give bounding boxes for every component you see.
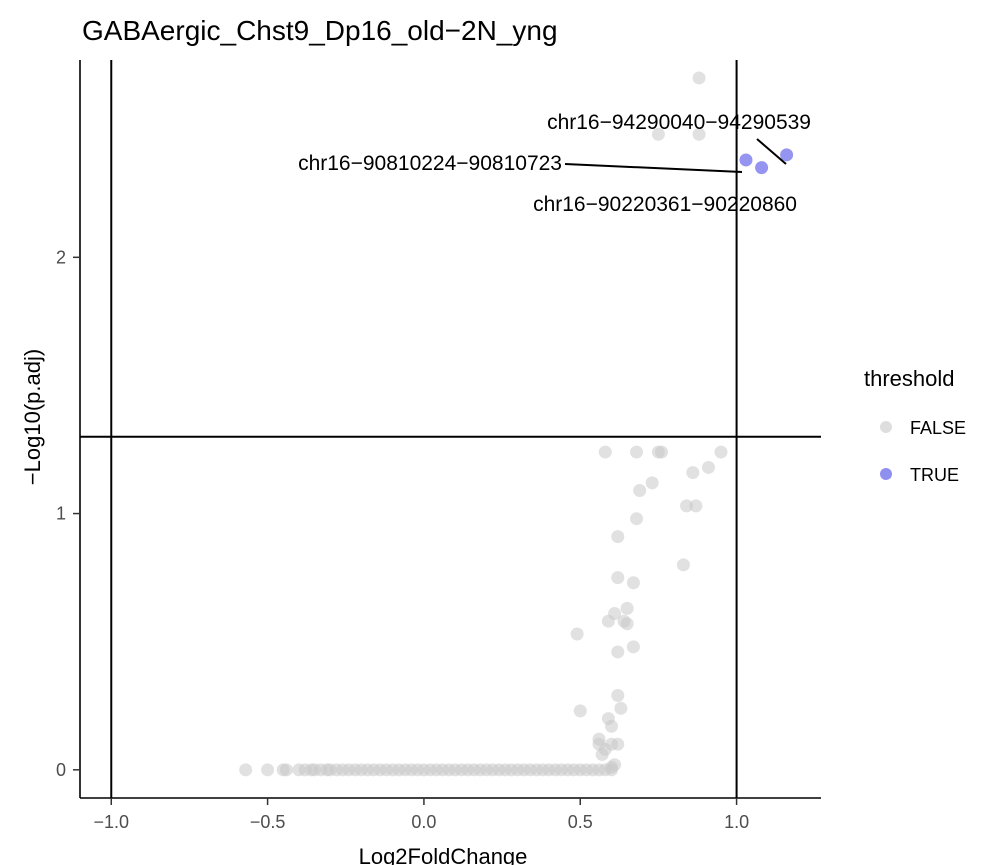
data-point-false — [611, 689, 625, 702]
data-point-false — [651, 127, 665, 141]
data-point-false — [605, 719, 619, 733]
data-point-false — [279, 763, 293, 777]
x-tick-label: 0.5 — [568, 812, 593, 832]
data-point-false — [680, 499, 694, 513]
data-point-false — [592, 732, 606, 746]
data-point-false — [630, 512, 644, 526]
data-point-false — [570, 627, 584, 641]
x-tick-label: −0.5 — [250, 812, 286, 832]
data-point-false — [611, 737, 625, 751]
data-point-false — [655, 445, 669, 459]
data-point-false — [692, 71, 706, 85]
y-axis-ticks: 0 1 2 — [56, 247, 80, 780]
data-point-false — [611, 571, 625, 585]
chart-title: GABAergic_Chst9_Dp16_old−2N_yng — [82, 15, 558, 46]
data-point-false — [611, 530, 625, 544]
annotation-layer: chr16−94290040−94290539 chr16−90810224−90… — [298, 111, 811, 216]
y-tick-label: 2 — [56, 247, 66, 267]
x-tick-label: −1.0 — [93, 812, 129, 832]
points-layer — [239, 71, 794, 777]
data-point-false — [614, 701, 628, 715]
data-point-false — [630, 445, 644, 459]
data-point-false — [608, 758, 622, 772]
data-point-false — [633, 484, 647, 497]
data-point-false — [714, 445, 728, 459]
data-point-false — [689, 499, 703, 513]
data-point-false — [608, 607, 622, 620]
legend-title: threshold — [864, 366, 955, 391]
annotation-leader-line — [756, 138, 787, 165]
data-point-false — [701, 460, 715, 474]
annotation-label: chr16−90220361−90220860 — [533, 193, 797, 216]
data-point-false — [598, 445, 612, 459]
data-point-false — [626, 640, 640, 654]
y-tick-label: 1 — [56, 504, 66, 524]
x-axis-ticks: −1.0 −0.5 0.0 0.5 1.0 — [93, 798, 749, 832]
data-point-false — [645, 476, 659, 490]
data-point-true — [780, 148, 794, 162]
x-tick-label: 1.0 — [724, 812, 749, 832]
data-point-false — [620, 601, 634, 615]
x-tick-label: 0.0 — [411, 812, 436, 832]
reference-lines — [80, 60, 821, 798]
legend-label-true: TRUE — [910, 465, 959, 485]
data-point-false — [686, 466, 700, 480]
legend-swatch-true — [880, 468, 892, 480]
data-point-false — [573, 704, 587, 718]
data-point-false — [676, 558, 690, 572]
data-point-false — [239, 763, 253, 777]
data-point-false — [620, 617, 634, 631]
legend-swatch-false — [880, 421, 892, 433]
data-point-false — [611, 645, 625, 659]
data-point-false — [261, 763, 275, 777]
data-point-true — [755, 161, 769, 175]
data-point-false — [692, 127, 706, 141]
annotation-label: chr16−90810224−90810723 — [298, 152, 562, 175]
legend: threshold FALSE TRUE — [864, 366, 966, 485]
x-axis-title: Log2FoldChange — [359, 844, 528, 865]
annotation-label: chr16−94290040−94290539 — [547, 111, 811, 134]
y-axis-title: −Log10(p.adj) — [20, 349, 45, 485]
legend-label-false: FALSE — [910, 418, 966, 438]
data-point-false — [626, 576, 640, 590]
y-tick-label: 0 — [56, 760, 66, 780]
annotation-leader-line — [564, 163, 743, 173]
data-point-true — [739, 153, 753, 167]
